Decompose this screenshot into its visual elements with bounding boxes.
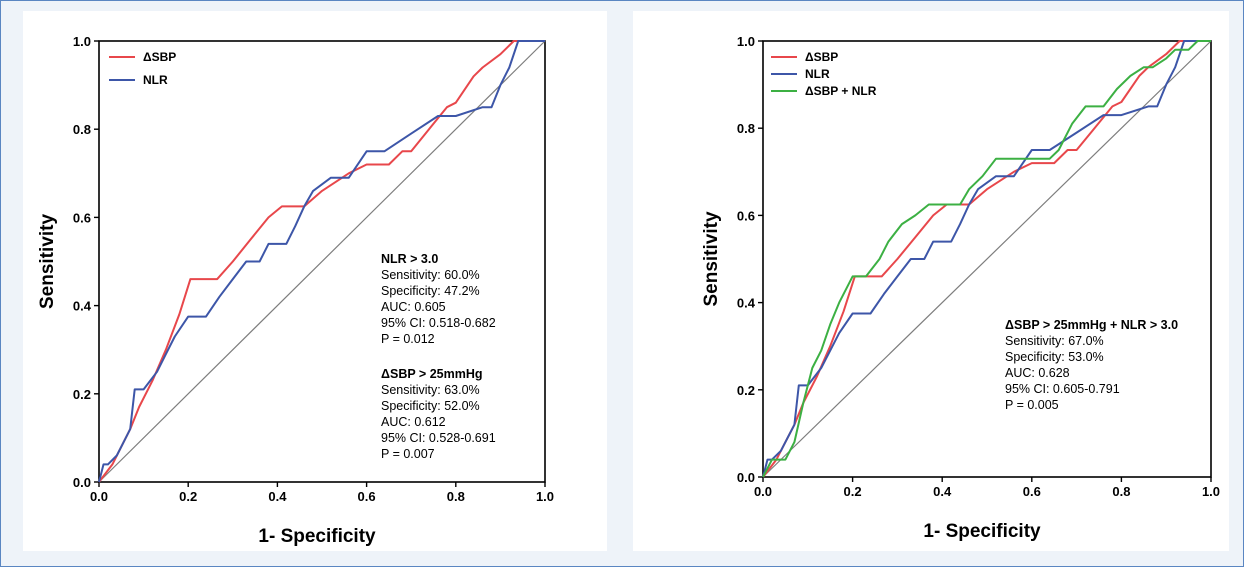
x-tick-label: 0.8 [1112,484,1130,499]
legend-label-0: ΔSBP [805,50,838,64]
roc-panel-right: 0.0 0.2 0.4 0.6 0.8 1.0 0.0 0.2 0.4 0.6 0.8 1.0 1- S… [633,11,1229,551]
roc-chart-right: 0.0 0.2 0.4 0.6 0.8 1.0 0.0 0.2 0.4 0.6 0.8 1.0 1- S… [701,34,1220,542]
annotation-line: Sensitivity: 63.0% [381,383,480,397]
roc-curve-series-0 [98,40,545,483]
x-tick-label: 0.6 [1023,484,1041,499]
x-axis-title: 1- Specificity [258,526,376,547]
y-axis-title: Sensitivity [701,211,722,306]
x-tick-label: 1.0 [1202,484,1220,499]
x-tick-label: 0.2 [179,489,197,504]
annotation-line: Specificity: 53.0% [1005,350,1104,364]
roc-panel-left: 0.0 0.2 0.4 0.6 0.8 1.0 0.0 0.2 0.4 0.6 0.8 1.0 1- S… [23,11,607,551]
reference-diagonal [98,40,546,483]
roc-curve-series-1 [762,40,1211,478]
x-tick-label: 0.4 [933,484,952,499]
annotation-line: 95% CI: 0.605-0.791 [1005,382,1120,396]
y-tick-label: 0.4 [737,296,756,311]
annotation-line: Sensitivity: 60.0% [381,268,480,282]
y-tick-label: 1.0 [73,34,91,49]
annotation-line: P = 0.007 [381,447,435,461]
legend-label-2: ΔSBP + NLR [805,84,877,98]
y-tick-label: 0.6 [737,208,755,223]
x-tick-label: 0.6 [358,489,376,504]
annotation-line: P = 0.012 [381,332,435,346]
annotation-line: AUC: 0.628 [1005,366,1070,380]
x-tick-label: 0.2 [844,484,862,499]
roc-curve-series-2 [762,40,1211,478]
x-tick-label: 1.0 [536,489,554,504]
y-tick-label: 0.0 [73,475,91,490]
annotation-line: 95% CI: 0.518-0.682 [381,316,496,330]
y-tick-label: 0.8 [73,122,91,137]
reference-diagonal [762,40,1212,478]
x-tick-label: 0.0 [90,489,108,504]
y-tick-label: 0.2 [73,387,91,402]
y-tick-label: 0.8 [737,121,755,136]
x-tick-label: 0.0 [754,484,772,499]
annotation-line: Sensitivity: 67.0% [1005,334,1104,348]
annotation-line: P = 0.005 [1005,398,1059,412]
legend-label-1: NLR [805,67,830,81]
annotation-title: NLR > 3.0 [381,252,438,266]
annotation-line: AUC: 0.612 [381,415,446,429]
y-tick-label: 1.0 [737,34,755,49]
y-axis-title: Sensitivity [37,214,58,309]
x-tick-label: 0.4 [268,489,287,504]
legend-label-1: NLR [143,73,168,87]
annotation-line: AUC: 0.605 [381,300,446,314]
roc-chart-left: 0.0 0.2 0.4 0.6 0.8 1.0 0.0 0.2 0.4 0.6 0.8 1.0 1- S… [37,34,554,547]
annotation-line: 95% CI: 0.528-0.691 [381,431,496,445]
x-axis-title: 1- Specificity [923,521,1041,542]
plot-frame [762,40,1212,478]
legend-label-0: ΔSBP [143,50,176,64]
x-tick-label: 0.8 [447,489,465,504]
roc-curve-series-0 [762,40,1211,478]
plot-frame [98,40,546,483]
roc-curve-series-1 [98,40,545,483]
y-tick-label: 0.0 [737,470,755,485]
y-tick-label: 0.2 [737,383,755,398]
y-tick-label: 0.4 [73,299,92,314]
annotation-line: Specificity: 52.0% [381,399,480,413]
annotation-title: ΔSBP > 25mmHg + NLR > 3.0 [1005,318,1178,332]
annotation-title: ΔSBP > 25mmHg [381,367,483,381]
annotation-line: Specificity: 47.2% [381,284,480,298]
y-tick-label: 0.6 [73,210,91,225]
